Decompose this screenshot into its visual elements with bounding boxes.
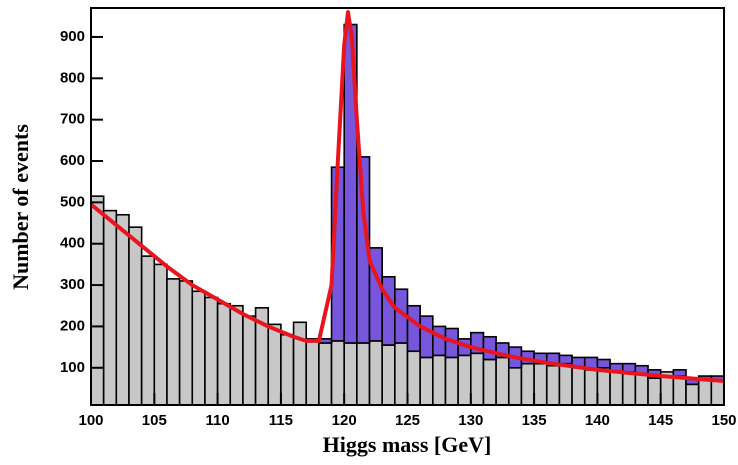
histogram-bar: [356, 342, 371, 405]
histogram-bar: [381, 276, 396, 346]
x-axis-title: Higgs mass [GeV]: [323, 432, 492, 457]
histogram-bar: [469, 352, 485, 405]
histogram-bar: [394, 342, 409, 405]
x-tick-label: 100: [78, 412, 103, 429]
y-tick-label: 600: [60, 152, 85, 169]
y-tick-label: 300: [60, 276, 85, 293]
y-tick-label: 700: [60, 111, 85, 128]
x-tick-label: 150: [711, 412, 736, 429]
histogram-bar: [267, 323, 282, 405]
histogram-bar: [102, 209, 118, 405]
histogram-bar: [305, 338, 320, 405]
histogram-bar: [242, 315, 257, 405]
y-tick-label: 900: [60, 28, 85, 45]
histogram-bar: [115, 213, 130, 405]
histogram-bar: [444, 356, 459, 405]
x-tick-label: 115: [269, 412, 293, 429]
histogram-bar: [229, 304, 244, 405]
y-tick-label: 400: [60, 235, 85, 252]
histogram-bar: [634, 373, 649, 405]
histogram-bar: [280, 333, 295, 405]
histogram-bar: [672, 369, 687, 377]
y-tick-label: 800: [60, 69, 85, 86]
histogram-bar: [457, 354, 472, 405]
histogram-bar: [419, 356, 434, 405]
histogram-bar: [507, 366, 523, 405]
histogram-bar: [558, 354, 573, 365]
histogram-bar: [292, 321, 308, 405]
y-tick-label: 100: [60, 359, 85, 376]
histogram-bar: [583, 369, 599, 405]
y-axis-title: Number of events: [8, 124, 33, 290]
histogram-bar: [406, 304, 421, 353]
histogram-bar: [178, 280, 194, 405]
x-tick-label: 145: [648, 412, 673, 429]
histogram-bar: [204, 296, 219, 405]
histogram-bar: [432, 325, 447, 357]
histogram-bar: [672, 375, 687, 405]
histogram-bar: [330, 340, 346, 405]
histogram-bar: [697, 379, 713, 405]
histogram-bar: [368, 340, 383, 405]
histogram-bar: [710, 379, 724, 405]
x-tick-label: 135: [522, 412, 547, 429]
histogram-bar: [318, 342, 333, 405]
x-tick-label: 125: [395, 412, 420, 429]
histogram-bar: [343, 342, 358, 405]
histogram-bar: [647, 377, 662, 405]
histogram-bar: [533, 362, 548, 405]
x-tick-label: 120: [332, 412, 357, 429]
histogram-bar: [91, 195, 105, 405]
x-tick-label: 130: [458, 412, 483, 429]
histogram-bar: [621, 371, 637, 405]
histogram-bar: [166, 278, 181, 405]
histogram-bar: [432, 354, 447, 405]
histogram-bar: [419, 315, 434, 359]
x-tick-label: 140: [585, 412, 610, 429]
histogram-bar: [609, 371, 624, 405]
histogram-bar: [520, 362, 535, 405]
histogram-bar: [685, 383, 700, 405]
histogram-bar: [140, 255, 156, 405]
y-tick-label: 200: [60, 317, 85, 334]
histogram-bar: [558, 362, 573, 405]
histogram-bar: [596, 358, 611, 369]
histogram-bar: [153, 263, 168, 405]
histogram-bar: [545, 364, 561, 405]
histogram-bar: [128, 226, 143, 405]
x-tick-label: 105: [142, 412, 167, 429]
x-tick-label: 110: [205, 412, 229, 429]
histogram-bar: [482, 335, 497, 361]
histogram-bar: [191, 290, 206, 405]
histogram-bar: [381, 344, 396, 405]
histogram-bar: [216, 302, 232, 405]
plot-area: [91, 10, 724, 405]
fit-curve: [91, 10, 724, 384]
histogram-bar: [495, 356, 510, 405]
histogram-bar: [482, 358, 497, 405]
histogram-bar: [571, 366, 586, 405]
histogram-bar: [596, 366, 611, 405]
histogram-bar: [406, 350, 421, 405]
y-tick-label: 500: [60, 193, 85, 210]
